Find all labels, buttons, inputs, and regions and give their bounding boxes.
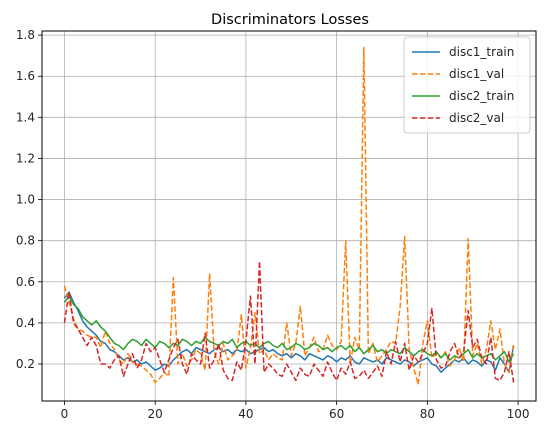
y-tick-label: 1.0 [16, 193, 35, 207]
series-line-disc2-train [63, 295, 515, 363]
x-axis: 0 20 40 60 80 100 [61, 401, 530, 421]
series-line-disc2-val [63, 260, 515, 383]
x-tick-label: 100 [507, 407, 530, 421]
y-tick-label: 1.2 [16, 151, 35, 165]
y-tick-label: 1.8 [16, 28, 35, 42]
y-axis: 0.2 0.4 0.6 0.8 1.0 1.2 1.4 1.6 1.8 [16, 28, 42, 371]
series-layer [63, 46, 515, 386]
y-tick-label: 1.6 [16, 69, 35, 83]
legend-label: disc2_train [449, 89, 514, 103]
legend-label: disc1_train [449, 45, 514, 59]
legend-label: disc2_val [449, 111, 504, 125]
plot-frame [41, 30, 537, 402]
grid [42, 31, 536, 401]
chart-title: Discriminators Losses [211, 12, 369, 28]
x-tick-label: 40 [238, 407, 253, 421]
y-tick-label: 0.2 [16, 357, 35, 371]
series-line-disc1-train [63, 291, 515, 373]
x-tick-label: 0 [61, 407, 69, 421]
y-tick-label: 1.4 [16, 110, 35, 124]
y-tick-label: 0.8 [16, 234, 35, 248]
y-tick-label: 0.4 [16, 316, 35, 330]
x-tick-label: 20 [148, 407, 163, 421]
y-tick-label: 0.6 [16, 275, 35, 289]
legend-box [403, 36, 531, 134]
legend: disc1_train disc1_val disc2_train disc2_val [403, 36, 531, 134]
x-tick-label: 60 [329, 407, 344, 421]
legend-label: disc1_val [449, 67, 504, 81]
x-tick-label: 80 [420, 407, 435, 421]
